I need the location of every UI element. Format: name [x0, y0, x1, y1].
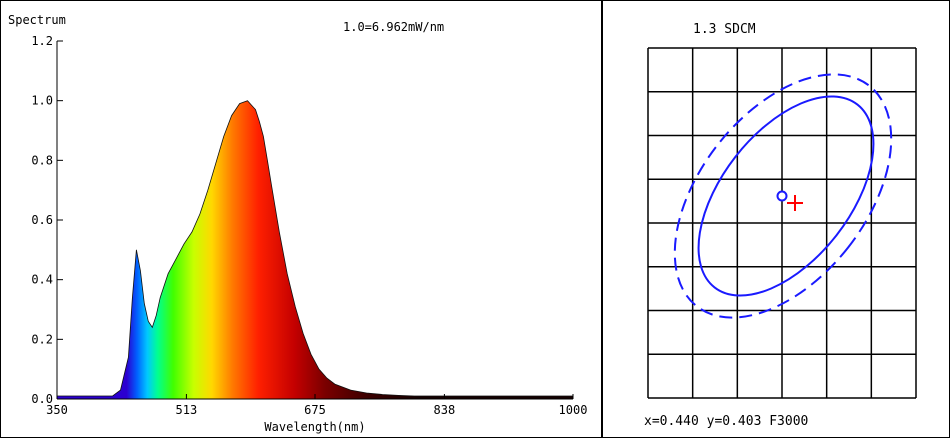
scale-note: 1.0=6.962mW/nm — [343, 20, 444, 34]
measured-point-marker — [776, 190, 788, 202]
sdcm-panel: 1.3 SDCM x=0.440 y=0.403 F3000 — [644, 22, 917, 429]
y-tick-label: 0.0 — [31, 392, 53, 406]
y-tick-label: 0.8 — [31, 153, 53, 167]
spectrum-outline — [57, 100, 573, 397]
spectrum-corner-label: Spectrum — [8, 13, 66, 27]
sdcm-title: 1.3 SDCM — [693, 22, 756, 37]
y-tick-label: 1.0 — [31, 94, 53, 108]
spectrum-area — [57, 100, 573, 399]
x-tick-label: 350 — [46, 403, 68, 417]
y-tick-label: 0.4 — [31, 273, 53, 287]
y-ticks: 0.0 0.2 0.4 0.6 0.8 1.0 1.2 — [31, 34, 63, 406]
sdcm-outer-ellipse — [673, 73, 893, 319]
y-tick-label: 1.2 — [31, 34, 53, 48]
target-point-marker — [787, 195, 803, 211]
sdcm-grid — [647, 47, 917, 399]
x-tick-label: 838 — [434, 403, 456, 417]
x-axis-label: Wavelength(nm) — [264, 420, 365, 434]
x-tick-label: 1000 — [559, 403, 588, 417]
plot-area — [57, 100, 573, 399]
spectrum-panel: Spectrum 1.0=6.962mW/nm 0.0 0.2 0.4 0.6 0.8 1… — [8, 13, 587, 434]
chromaticity-readout: x=0.440 y=0.403 F3000 — [644, 414, 808, 429]
y-tick-label: 0.6 — [31, 213, 53, 227]
x-tick-label: 513 — [176, 403, 198, 417]
x-ticks: 350 513 675 838 1000 — [46, 394, 587, 417]
y-tick-label: 0.2 — [31, 332, 53, 346]
sdcm-inner-ellipse — [697, 95, 875, 297]
x-tick-label: 675 — [304, 403, 326, 417]
